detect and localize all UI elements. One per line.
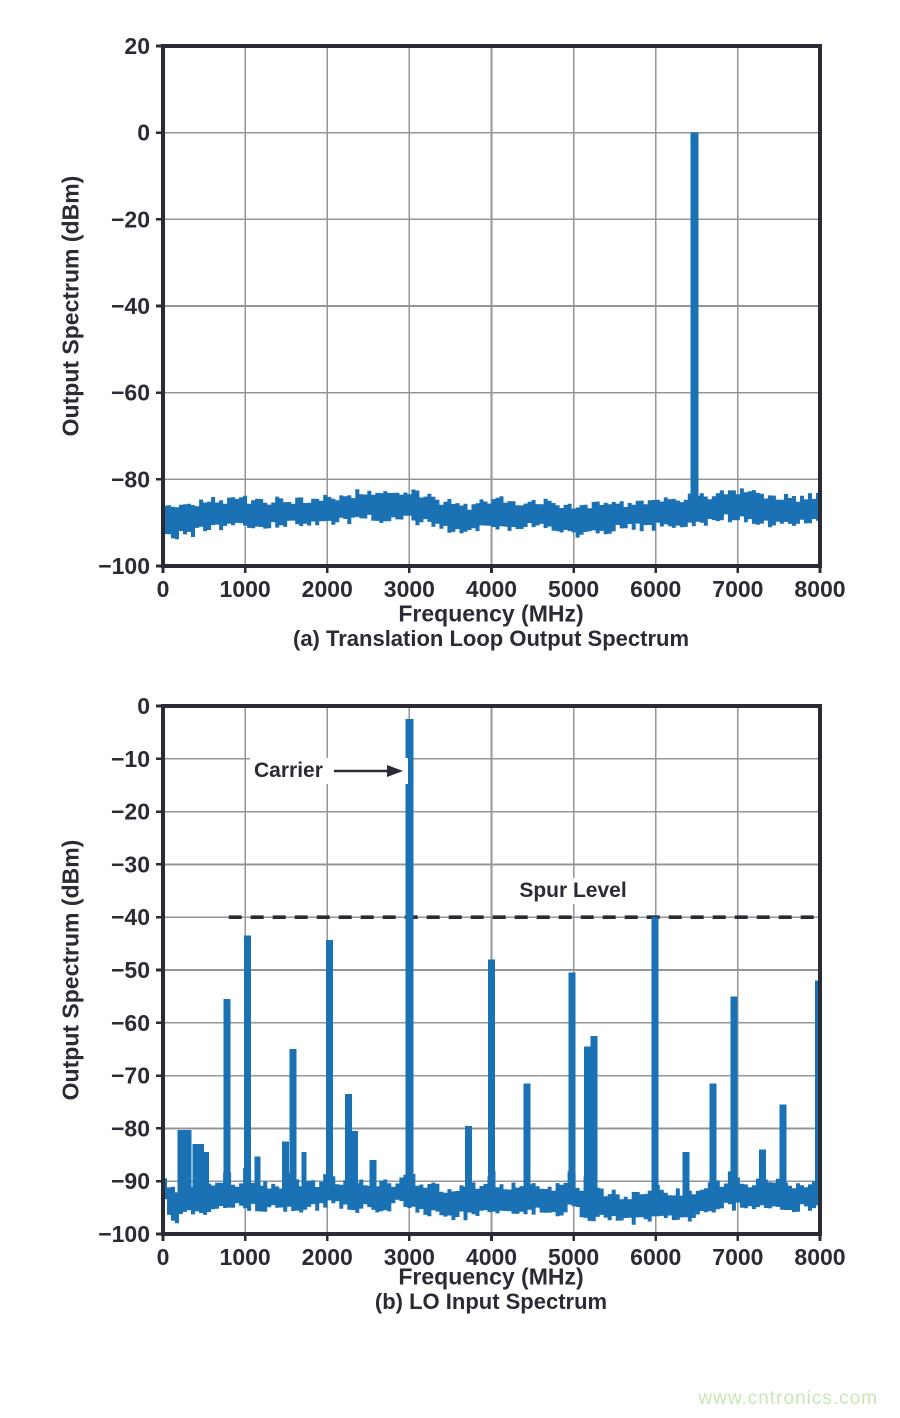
y-tick-label: −80 [111,466,150,492]
spur-bar [568,972,576,1194]
caption-a: (a) Translation Loop Output Spectrum [293,626,689,651]
x-tick-label: 8000 [794,1244,845,1270]
x-tick-label: 7000 [712,1244,763,1270]
spur-bar [465,1125,472,1198]
y-tick-label: −70 [111,1063,150,1089]
x-tick-label: 0 [157,1244,170,1270]
spur-bar [814,980,820,1192]
y-tick-label: −40 [111,904,150,930]
y-tick-label: −80 [111,1115,150,1141]
y-tick-label: −20 [111,206,150,232]
y-tick-label: −30 [111,851,150,877]
spur-level-label: Spur Level [519,879,627,902]
x-axis-label-b: Frequency (MHz) [398,1263,584,1290]
spur-bar [590,1036,598,1202]
spur-bar [759,1149,766,1192]
spur-bar [779,1104,787,1194]
x-tick-label: 3000 [384,576,435,602]
x-tick-label: 4000 [466,576,517,602]
y-tick-label: −60 [111,380,150,406]
y-tick-label: −10 [111,746,150,772]
x-tick-label: 1000 [220,576,271,602]
plot-border [161,44,822,568]
x-tick-label: 3000 [384,1244,435,1270]
y-tick-label: −50 [111,957,150,983]
spur-bar [204,1152,209,1195]
x-tick-label: 7000 [712,576,763,602]
y-tick-label: −90 [111,1168,150,1194]
y-tick-label: −40 [111,293,150,319]
spur-bar [523,1083,531,1197]
x-tick-label: 2000 [302,576,353,602]
x-tick-label: 5000 [548,1244,599,1270]
spur-bar [682,1152,690,1202]
carrier-arrow-icon [333,765,403,777]
x-tick-label: 0 [157,576,170,602]
watermark-text: www.cntronics.com [698,1388,878,1409]
x-tick-label: 8000 [794,576,845,602]
spur-bar [369,1160,377,1195]
spur-bar [345,1094,353,1192]
x-axis-label-a: Frequency (MHz) [398,600,584,627]
y-tick-label: −100 [98,1221,150,1247]
x-tick-label: 1000 [220,1244,271,1270]
spur-bar [289,1049,297,1193]
y-tick-label: 20 [124,33,150,59]
y-tick-label: −60 [111,1010,150,1036]
spur-bar [584,1046,592,1201]
x-tick-label: 6000 [630,1244,681,1270]
spur-bar [223,999,231,1192]
spur-bar [350,1131,358,1193]
x-tick-label: 4000 [466,1244,517,1270]
x-tick-label: 5000 [548,576,599,602]
spur-bar [651,917,659,1202]
spur-bar [709,1083,717,1195]
y-axis-label-a: Output Spectrum (dBm) [57,175,84,437]
spur-bar [254,1156,261,1194]
x-tick-label: 6000 [630,576,681,602]
spur-bar [192,1144,205,1194]
carrier-annotation: Carrier [250,758,408,784]
y-tick-label: −100 [98,553,150,579]
caption-b: (b) LO Input Spectrum [374,1289,608,1314]
spur-bar [488,959,495,1196]
spur-level-annotation: Spur Level [515,878,631,904]
carrier-bar [405,719,414,1190]
spur-bar [281,1141,289,1194]
spur-bar [177,1130,192,1193]
spur-bar [326,939,334,1190]
plot-border [161,704,822,1236]
spur-bar [244,935,252,1194]
spur-bar [301,1152,307,1192]
carrier-label: Carrier [254,759,323,782]
y-tick-label: −20 [111,799,150,825]
x-tick-label: 2000 [302,1244,353,1270]
carrier-bar [690,132,699,508]
noise-floor-band [163,486,820,540]
y-tick-label: 0 [137,120,150,146]
spur-bar [730,996,738,1191]
y-axis-label-b: Output Spectrum (dBm) [57,839,84,1101]
y-tick-label: 0 [137,693,150,719]
